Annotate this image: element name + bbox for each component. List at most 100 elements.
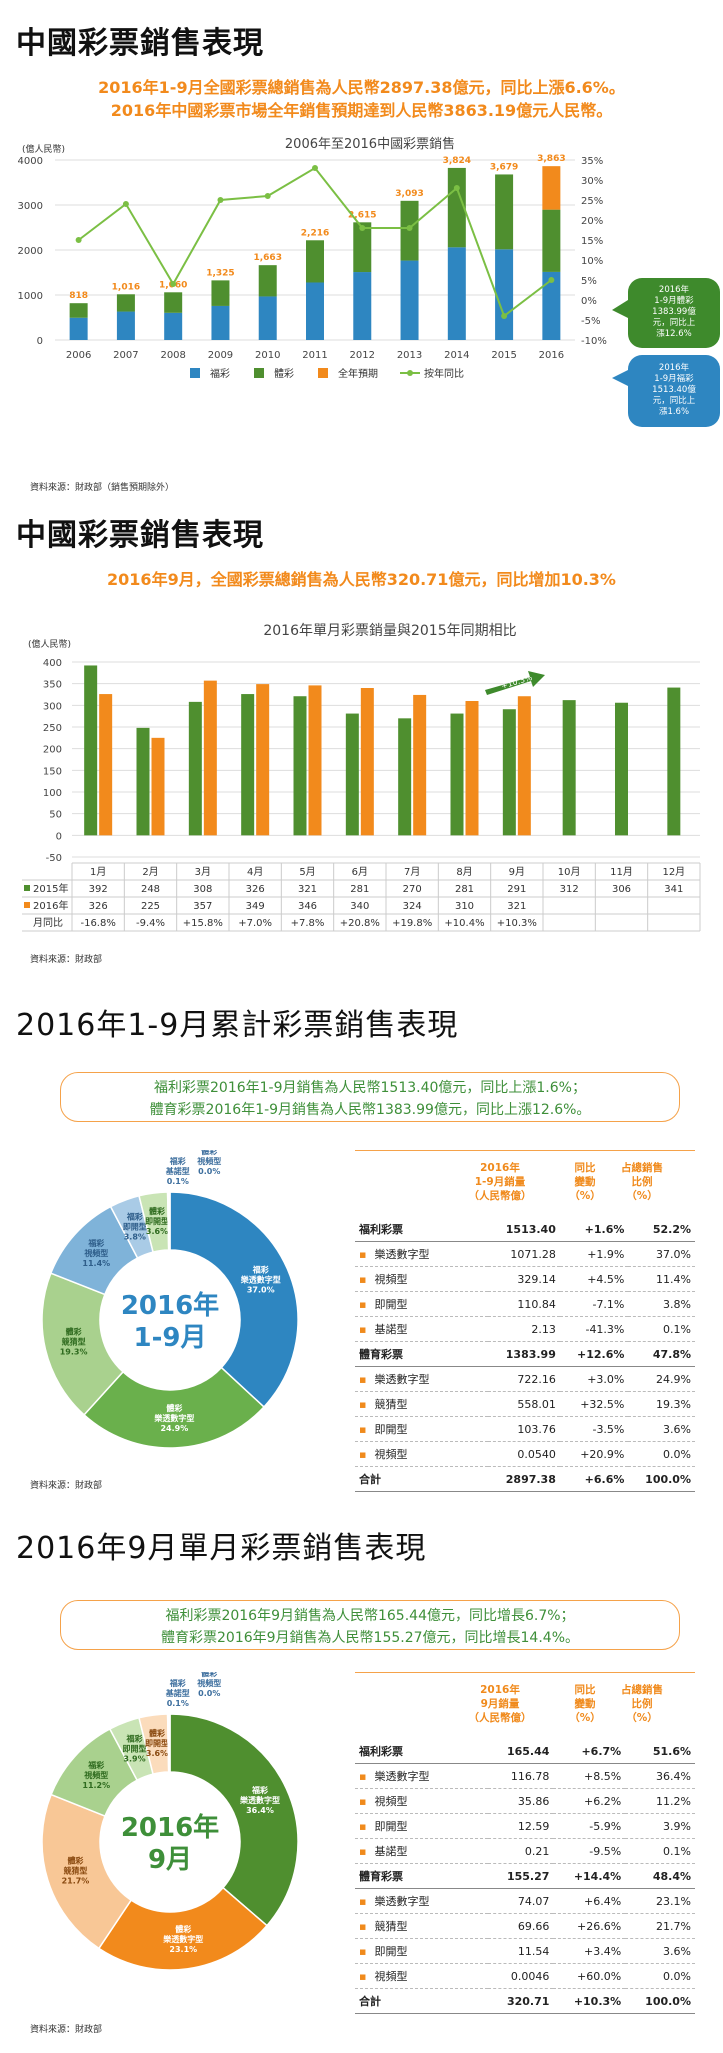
table-cell: 248 <box>141 884 160 895</box>
bar-福彩 <box>164 312 183 340</box>
row-value: 11.4% <box>628 1266 695 1292</box>
legend-label: 按年同比 <box>424 367 464 380</box>
bullet-icon: ▪ <box>359 1248 367 1261</box>
table-cell: 346 <box>298 901 317 912</box>
slice-label: 體彩競猜型 19.3% <box>60 1327 88 1357</box>
row-name: 體育彩票 <box>355 1863 488 1889</box>
row-value: -3.5% <box>559 1416 629 1442</box>
table-row: ▪ 樂透數字型 722.16 +3.0% 24.9% <box>355 1366 695 1392</box>
y-tick-label: 1000 <box>18 291 43 302</box>
row-value: 320.71 <box>488 1988 554 2014</box>
table-row: ▪ 基諾型 2.13 -41.3% 0.1% <box>355 1316 695 1342</box>
y2-tick-label: 15% <box>581 236 603 247</box>
legend-swatch <box>190 368 200 378</box>
bar-福彩 <box>495 249 514 340</box>
september-donut-chart: 福彩樂透數字型 36.4% 體彩樂透數字型 23.1% 體彩競猜型 21.7% 福彩視頻型 1… <box>41 1672 299 1971</box>
row-value: -7.1% <box>559 1291 629 1317</box>
bar-2016 <box>465 701 479 836</box>
bar-2015 <box>136 727 150 836</box>
table-row: ▪ 競猜型 558.01 +32.5% 19.3% <box>355 1391 695 1417</box>
y2-tick-label: -10% <box>581 336 607 347</box>
table-cell: +10.3% <box>497 918 537 929</box>
row-value: +12.6% <box>559 1341 629 1367</box>
bar-2016 <box>151 737 165 836</box>
section3-summary: 福利彩票2016年1-9月銷售為人民幣1513.40億元，同比上漲1.6%； 體… <box>60 1072 680 1122</box>
table-cell: -9.4% <box>136 918 165 929</box>
row-value: 52.2% <box>628 1217 695 1242</box>
table-column-header: 同比 變動 （%） <box>569 1162 601 1202</box>
yoy-point <box>312 165 318 171</box>
row-value: 23.1% <box>625 1888 695 1914</box>
bar-福彩 <box>400 260 419 340</box>
row-value: +26.6% <box>553 1913 626 1939</box>
callout-green-text: 2016年 1-9月體彩 1383.99億元，同比上漲12.6% <box>652 284 696 339</box>
data-table: 福利彩票 1513.40 +1.6% 52.2% ▪ 樂透數字型 1071.28 +1.9% 3… <box>355 1217 695 1492</box>
bar-total-label: 2,216 <box>301 228 329 238</box>
row-value: 21.7% <box>625 1913 695 1939</box>
bar-2016 <box>517 696 531 836</box>
row-value: 0.0540 <box>488 1441 560 1467</box>
x-tick-label: 2014 <box>444 350 469 361</box>
slice-體彩樂透數字型 <box>83 1366 265 1449</box>
yoy-point <box>170 281 177 287</box>
bar-2016 <box>99 694 113 836</box>
bar-2015 <box>502 709 516 836</box>
row-name: 體育彩票 <box>355 1341 488 1367</box>
bar-體彩 <box>353 222 372 273</box>
row-value: 0.0% <box>628 1441 695 1467</box>
table-cell: +7.0% <box>238 918 272 929</box>
row-value: +6.6% <box>559 1466 629 1492</box>
y-tick-label: 400 <box>43 658 62 669</box>
table-row: ▪ 即開型 110.84 -7.1% 3.8% <box>355 1291 695 1317</box>
row-value: 103.76 <box>488 1416 560 1442</box>
y-tick-label: 0 <box>56 831 62 842</box>
y-axis-label: (億人民幣) <box>22 143 65 155</box>
table-row: 體育彩票 155.27 +14.4% 48.4% <box>355 1863 695 1889</box>
table-row: ▪ 視頻型 35.86 +6.2% 11.2% <box>355 1788 695 1814</box>
bar-2016 <box>308 685 322 836</box>
y2-tick-label: 0% <box>581 296 597 307</box>
bullet-icon: ▪ <box>359 1398 367 1411</box>
row-name: ▪ 競猜型 <box>355 1913 488 1939</box>
bar-體彩 <box>495 174 514 250</box>
table-column-header: 占總銷售 比例 （%） <box>621 1684 663 1724</box>
bar-體彩 <box>258 265 277 297</box>
row-value: 0.21 <box>488 1838 554 1864</box>
row-value: 2.13 <box>488 1316 560 1342</box>
row-value: 558.01 <box>488 1391 560 1417</box>
table-row: ▪ 即開型 103.76 -3.5% 3.6% <box>355 1416 695 1442</box>
x-tick-label: 7月 <box>404 866 420 878</box>
row-value: 0.1% <box>628 1316 695 1342</box>
table-column-header: 2016年 1-9月銷量 （人民幣億） <box>468 1162 532 1202</box>
row-name: ▪ 基諾型 <box>355 1838 488 1864</box>
slice-label: 體彩即開型 3.6% <box>145 1206 169 1236</box>
table-row: 福利彩票 165.44 +6.7% 51.6% <box>355 1739 695 1764</box>
row-name: 合計 <box>355 1988 488 2014</box>
row-name: ▪ 樂透數字型 <box>355 1763 488 1789</box>
x-tick-label: 2011 <box>302 350 327 361</box>
table-row: ▪ 樂透數字型 116.78 +8.5% 36.4% <box>355 1763 695 1789</box>
yoy-point <box>359 225 366 231</box>
slice-體彩樂透數字型 <box>97 1886 268 1971</box>
row-value: 12.59 <box>488 1813 554 1839</box>
row-label: 2016年 <box>33 899 68 912</box>
bullet-icon: ▪ <box>359 1373 367 1386</box>
yoy-point <box>548 277 555 283</box>
row-value: 51.6% <box>625 1739 695 1764</box>
section2-headline: 2016年9月，全國彩票總銷售為人民幣320.71億元，同比增加10.3% <box>107 570 616 589</box>
x-tick-label: 5月 <box>299 866 315 878</box>
slice-體彩視頻型 <box>168 1713 171 1773</box>
bar-體彩 <box>116 294 135 312</box>
section1-headline-1: 2016年1-9月全國彩票總銷售為人民幣2897.38億元，同比上漲6.6%。 <box>98 78 625 97</box>
row-value: 116.78 <box>488 1763 554 1789</box>
bullet-icon: ▪ <box>359 1273 367 1286</box>
summary-line-1: 福利彩票2016年9月銷售為人民幣165.44億元，同比增長6.7%； <box>165 1608 575 1624</box>
y2-tick-label: 25% <box>581 196 603 207</box>
x-tick-label: 2008 <box>160 350 185 361</box>
bullet-icon: ▪ <box>359 1820 367 1833</box>
bar-2016 <box>360 688 374 836</box>
table-cell: 308 <box>193 884 212 895</box>
table-row: ▪ 即開型 12.59 -5.9% 3.9% <box>355 1813 695 1839</box>
september-table: 2016年 9月銷量 （人民幣億） 同比 變動 （%） 占總銷售 比例 （%） 福利彩… <box>355 1672 695 2014</box>
bar-2016 <box>413 694 427 836</box>
